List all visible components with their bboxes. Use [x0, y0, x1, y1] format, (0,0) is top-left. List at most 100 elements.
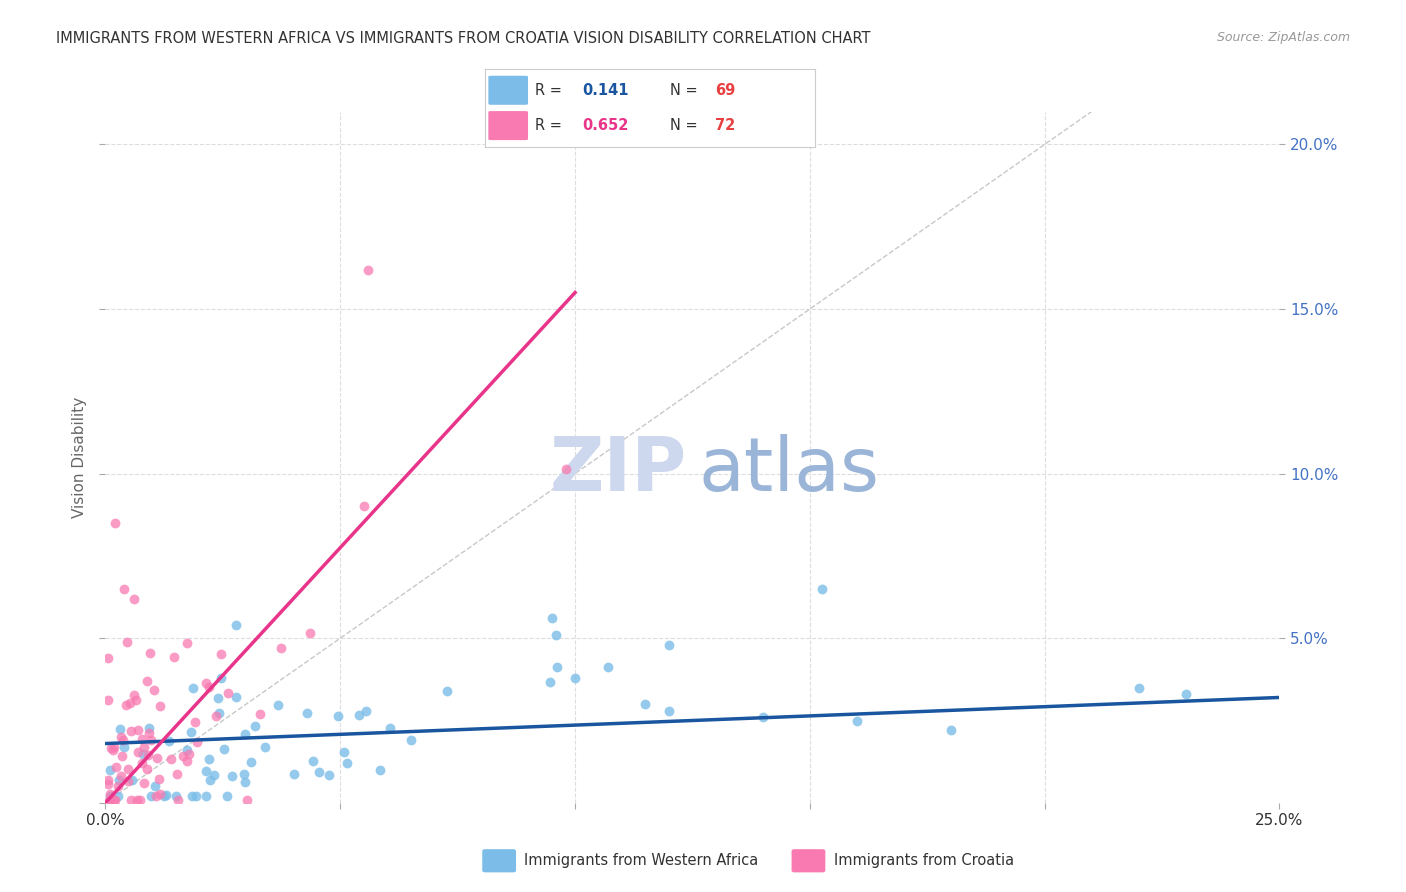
Point	[163, 649, 186, 664]
Point	[370, 763, 392, 777]
Point	[149, 787, 172, 801]
Point	[121, 772, 143, 787]
Point	[120, 724, 142, 739]
Point	[186, 735, 208, 749]
Text: Immigrants from Croatia: Immigrants from Croatia	[834, 854, 1014, 868]
Text: 72: 72	[714, 118, 735, 133]
Point	[183, 714, 205, 729]
Point	[115, 635, 138, 649]
Point	[110, 769, 132, 783]
Point	[181, 789, 204, 804]
Point	[845, 714, 868, 728]
Text: N =: N =	[671, 83, 703, 98]
Point	[112, 582, 135, 596]
Point	[267, 698, 290, 713]
Point	[135, 763, 157, 777]
Point	[157, 734, 180, 748]
Point	[136, 747, 159, 762]
Point	[136, 674, 159, 689]
Point	[195, 764, 218, 779]
Point	[114, 698, 136, 713]
Point	[544, 628, 567, 642]
Point	[634, 697, 657, 711]
Point	[209, 648, 232, 662]
Text: Source: ZipAtlas.com: Source: ZipAtlas.com	[1216, 31, 1350, 45]
Point	[308, 765, 330, 780]
Point	[145, 789, 167, 803]
Point	[139, 732, 162, 747]
Point	[143, 682, 166, 697]
Point	[176, 754, 198, 768]
Point	[97, 651, 120, 665]
Point	[564, 671, 586, 685]
Point	[105, 760, 128, 774]
Point	[131, 732, 153, 747]
Point	[209, 671, 232, 685]
Point	[176, 636, 198, 650]
Point	[658, 704, 681, 718]
Point	[752, 710, 775, 724]
Point	[179, 747, 201, 761]
Point	[111, 732, 134, 747]
Point	[336, 756, 359, 771]
Point	[112, 740, 135, 755]
Point	[184, 789, 207, 804]
Point	[97, 777, 120, 791]
Point	[97, 773, 120, 788]
Point	[138, 726, 160, 740]
Point	[127, 723, 149, 738]
Point	[134, 740, 156, 755]
Point	[97, 792, 120, 806]
Point	[202, 768, 225, 782]
Point	[349, 708, 371, 723]
Point	[125, 693, 148, 707]
Point	[239, 755, 262, 769]
Point	[104, 516, 127, 530]
Text: 0.141: 0.141	[582, 83, 628, 98]
Point	[107, 779, 129, 793]
Point	[98, 763, 121, 777]
Point	[333, 745, 356, 759]
Point	[149, 698, 172, 713]
Point	[167, 792, 190, 806]
Point	[107, 789, 129, 804]
Point	[138, 646, 160, 660]
Point	[122, 591, 145, 606]
Point	[110, 730, 132, 744]
Point	[172, 748, 194, 763]
Point	[598, 660, 620, 674]
Point	[120, 696, 142, 710]
Point	[205, 708, 228, 723]
Point	[198, 680, 221, 694]
Y-axis label: Vision Disability: Vision Disability	[72, 397, 87, 517]
Point	[100, 741, 122, 756]
Point	[236, 792, 259, 806]
Point	[217, 686, 239, 700]
Point	[103, 739, 125, 754]
Point	[181, 681, 204, 695]
Point	[217, 789, 239, 804]
Point	[146, 751, 169, 765]
Point	[233, 775, 256, 789]
Point	[401, 733, 423, 747]
Point	[143, 779, 166, 793]
Point	[1174, 687, 1197, 701]
Text: IMMIGRANTS FROM WESTERN AFRICA VS IMMIGRANTS FROM CROATIA VISION DISABILITY CORR: IMMIGRANTS FROM WESTERN AFRICA VS IMMIGR…	[56, 31, 870, 46]
Text: 69: 69	[714, 83, 735, 98]
Point	[131, 756, 153, 770]
Point	[811, 582, 834, 596]
Point	[538, 674, 561, 689]
Point	[295, 706, 318, 721]
Point	[212, 742, 235, 756]
Point	[233, 727, 256, 741]
Point	[249, 706, 271, 721]
Text: R =: R =	[534, 83, 567, 98]
Point	[117, 774, 139, 789]
Point	[155, 788, 177, 802]
Point	[1128, 681, 1150, 695]
Point	[939, 723, 962, 738]
Point	[195, 676, 218, 690]
Point	[283, 767, 305, 781]
Point	[318, 768, 340, 782]
Text: R =: R =	[534, 118, 567, 133]
